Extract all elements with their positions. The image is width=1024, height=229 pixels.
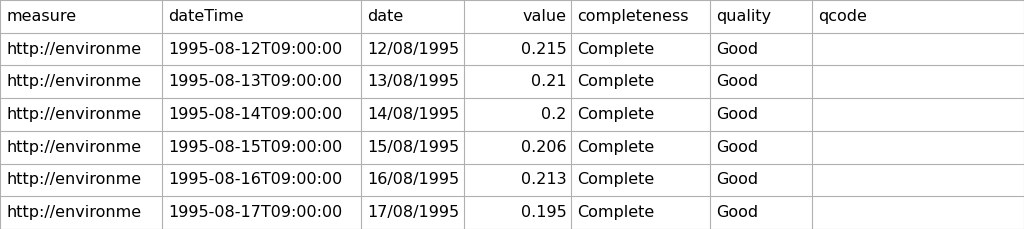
Text: Good: Good [716,172,758,187]
Text: measure: measure [6,9,76,24]
Text: 0.195: 0.195 [520,205,566,220]
Text: 0.213: 0.213 [520,172,566,187]
Text: Complete: Complete [578,107,654,122]
Text: Good: Good [716,205,758,220]
Text: Complete: Complete [578,205,654,220]
Text: Complete: Complete [578,42,654,57]
Text: 0.215: 0.215 [520,42,566,57]
Text: http://environme: http://environme [6,140,141,155]
Text: http://environme: http://environme [6,205,141,220]
Text: 1995-08-12T09:00:00: 1995-08-12T09:00:00 [168,42,342,57]
Text: Good: Good [716,74,758,89]
Text: http://environme: http://environme [6,172,141,187]
Text: http://environme: http://environme [6,107,141,122]
Text: date: date [368,9,403,24]
Text: qcode: qcode [818,9,867,24]
Text: http://environme: http://environme [6,74,141,89]
Text: 0.21: 0.21 [530,74,566,89]
Text: Complete: Complete [578,172,654,187]
Text: Complete: Complete [578,140,654,155]
Text: quality: quality [716,9,771,24]
Text: 17/08/1995: 17/08/1995 [368,205,460,220]
Text: value: value [522,9,566,24]
Text: 16/08/1995: 16/08/1995 [368,172,460,187]
Text: 1995-08-14T09:00:00: 1995-08-14T09:00:00 [168,107,342,122]
Text: 1995-08-16T09:00:00: 1995-08-16T09:00:00 [168,172,342,187]
Text: 0.2: 0.2 [541,107,566,122]
Text: Good: Good [716,42,758,57]
Text: 13/08/1995: 13/08/1995 [368,74,460,89]
Text: Good: Good [716,107,758,122]
Text: 1995-08-13T09:00:00: 1995-08-13T09:00:00 [168,74,342,89]
Text: Complete: Complete [578,74,654,89]
Text: 14/08/1995: 14/08/1995 [368,107,460,122]
Text: 0.206: 0.206 [520,140,566,155]
Text: 12/08/1995: 12/08/1995 [368,42,460,57]
Text: 15/08/1995: 15/08/1995 [368,140,460,155]
Text: http://environme: http://environme [6,42,141,57]
Text: dateTime: dateTime [168,9,244,24]
Text: completeness: completeness [578,9,689,24]
Text: 1995-08-15T09:00:00: 1995-08-15T09:00:00 [168,140,342,155]
Text: Good: Good [716,140,758,155]
Text: 1995-08-17T09:00:00: 1995-08-17T09:00:00 [168,205,342,220]
